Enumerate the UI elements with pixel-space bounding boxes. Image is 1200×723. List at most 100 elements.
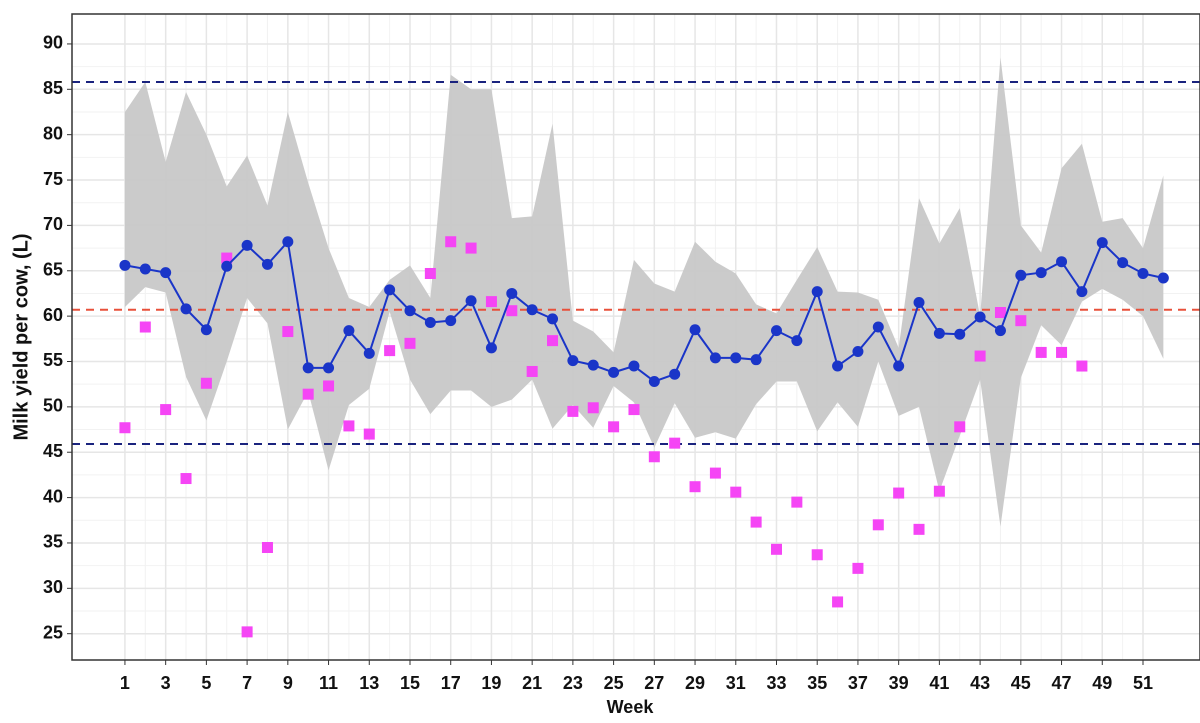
square-point [404,337,416,349]
square-point [323,380,335,392]
series-point [1035,267,1047,279]
square-point [567,405,579,417]
square-point [587,402,599,414]
series-point [954,328,966,340]
square-point [709,467,721,479]
x-tick-label: 21 [522,673,542,693]
square-point [893,487,905,499]
x-tick-label: 45 [1011,673,1031,693]
square-point [1076,360,1088,372]
x-tick-label: 29 [685,673,705,693]
x-tick-label: 31 [726,673,746,693]
series-point [139,263,151,275]
x-tick-label: 7 [242,673,252,693]
x-tick-label: 39 [889,673,909,693]
series-point [1096,237,1108,249]
x-axis-title: Week [607,697,655,717]
series-point [424,316,436,328]
series-point [832,360,844,372]
y-tick-label: 25 [43,622,63,642]
square-point [363,428,375,440]
square-point [180,473,192,485]
x-tick-label: 27 [644,673,664,693]
x-tick-label: 1 [120,673,130,693]
x-tick-label: 15 [400,673,420,693]
y-axis-title: Milk yield per cow, (L) [10,233,32,440]
y-tick-label: 35 [43,532,63,552]
y-tick-label: 80 [43,123,63,143]
square-point [974,350,986,362]
square-point [384,345,396,357]
series-point [485,342,497,354]
series-point [648,375,660,387]
square-point [913,523,925,535]
series-point [119,259,131,271]
square-point [1035,346,1047,358]
x-tick-label: 11 [319,673,338,693]
y-tick-label: 40 [43,486,63,506]
x-tick-label: 49 [1092,673,1112,693]
y-tick-label: 60 [43,305,63,325]
series-point [465,295,477,307]
square-point [119,422,131,434]
series-point [791,335,803,347]
x-tick-label: 19 [481,673,501,693]
square-point [811,549,823,561]
square-point [221,252,233,264]
square-point [770,543,782,555]
x-tick-label: 3 [161,673,171,693]
square-point [648,451,660,463]
square-point [526,365,538,377]
square-point [424,267,436,279]
series-point [608,366,620,378]
series-point [547,313,559,325]
series-point [343,325,355,337]
square-point [730,486,742,498]
square-point [933,485,945,497]
square-point [445,236,457,248]
x-tick-label: 51 [1133,673,1153,693]
square-point [139,321,151,333]
series-point [282,236,294,248]
square-point [343,420,355,432]
y-tick-label: 70 [43,214,63,234]
series-point [200,324,212,336]
square-point [791,496,803,508]
series-point [750,354,762,366]
plot-border [71,13,1200,661]
x-tick-label: 41 [929,673,949,693]
x-tick-label: 43 [970,673,990,693]
series-point [302,362,314,374]
series-point [669,368,681,380]
series-point [180,303,192,315]
series-point [363,347,375,359]
series-point [913,297,925,309]
x-tick-label: 25 [604,673,624,693]
x-tick-label: 33 [766,673,786,693]
y-tick-label: 55 [43,350,63,370]
y-tick-label: 75 [43,169,63,189]
series-line [124,239,1164,383]
series-point [1076,286,1088,298]
square-point [994,307,1006,319]
series-point [221,260,233,272]
square-point [241,626,253,638]
square-point [200,377,212,389]
square-point [954,421,966,433]
series-point [974,311,986,323]
square-point [689,481,701,493]
square-point [628,404,640,416]
series-point [261,258,273,270]
series-point [384,284,396,296]
x-tick-label: 37 [848,673,868,693]
y-tick-label: 85 [43,78,63,98]
x-tick-label: 13 [359,673,379,693]
square-point [1015,315,1027,327]
y-tick-label: 90 [43,33,63,53]
series-point [1117,257,1129,269]
series-point [893,360,905,372]
series-point [587,359,599,371]
series-point [526,304,538,316]
